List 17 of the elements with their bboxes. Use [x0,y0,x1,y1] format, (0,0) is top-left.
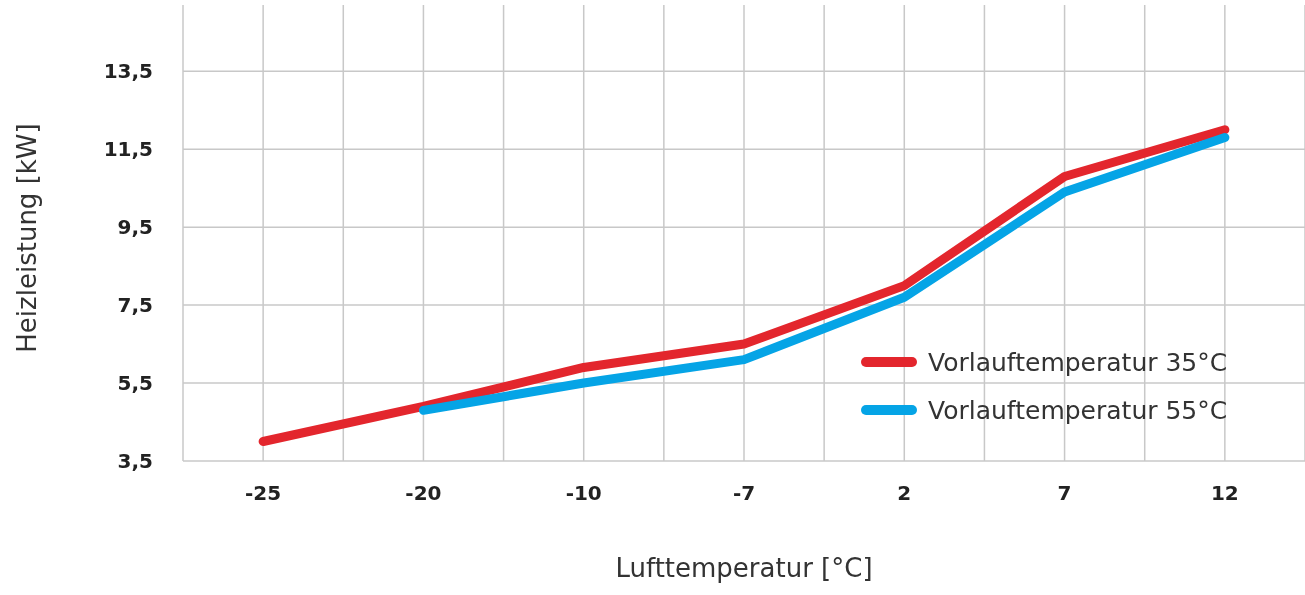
legend-label: Vorlauftemperatur 55°C [928,395,1228,425]
x-tick-label: 12 [1210,481,1239,505]
x-axis-title: Lufttemperatur [°C] [615,553,873,583]
y-tick-label: 13,5 [103,59,153,84]
y-tick-label: 3,5 [117,449,153,473]
x-tick-label: 2 [897,481,912,505]
y-tick-label: 11,5 [103,137,153,162]
y-tick-label: 5,5 [117,371,153,396]
x-tick-label: -20 [405,481,442,505]
x-tick-label: 7 [1057,481,1072,505]
x-tick-label: -10 [565,481,602,505]
legend-label: Vorlauftemperatur 35°C [928,347,1228,377]
y-tick-label: 7,5 [117,293,153,318]
x-tick-label: -7 [732,481,756,505]
x-tick-label: -25 [245,481,282,505]
y-tick-label: 9,5 [117,215,153,240]
y-axis-title: Heizleistung [kW] [12,123,42,353]
